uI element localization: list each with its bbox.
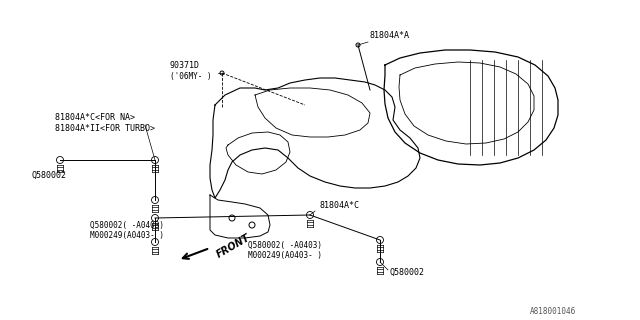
- Text: 81804A*C: 81804A*C: [320, 201, 360, 210]
- Text: A818001046: A818001046: [530, 307, 576, 316]
- Text: M000249(A0403- ): M000249(A0403- ): [248, 251, 322, 260]
- Text: 81804A*II<FOR TURBO>: 81804A*II<FOR TURBO>: [55, 124, 155, 133]
- Text: FRONT: FRONT: [215, 233, 252, 260]
- Text: Q580002: Q580002: [390, 268, 425, 277]
- Text: 90371D: 90371D: [170, 61, 200, 70]
- Text: Q580002( -A0403): Q580002( -A0403): [248, 241, 322, 250]
- Text: 81804A*A: 81804A*A: [370, 31, 410, 40]
- Text: Q580002( -A0403): Q580002( -A0403): [90, 221, 164, 230]
- Text: Q580002: Q580002: [32, 171, 67, 180]
- Text: 81804A*C<FOR NA>: 81804A*C<FOR NA>: [55, 113, 135, 122]
- Text: ('06MY- ): ('06MY- ): [170, 72, 212, 81]
- Text: M000249(A0403- ): M000249(A0403- ): [90, 231, 164, 240]
